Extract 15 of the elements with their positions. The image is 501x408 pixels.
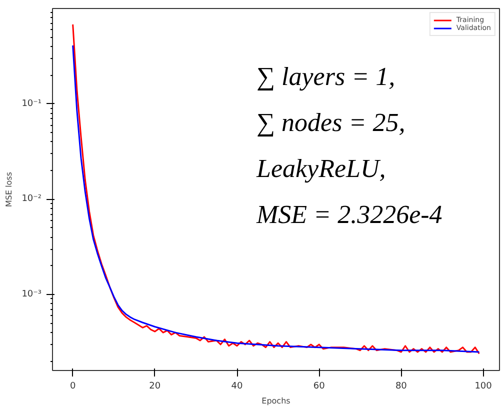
annotation: ∑ layers = 1, xyxy=(256,62,396,91)
x-tick-label: 100 xyxy=(474,382,492,392)
x-axis-title: Epochs xyxy=(262,396,290,406)
y-tick-label: 10⁻³ xyxy=(22,290,42,300)
x-tick-label: 40 xyxy=(231,382,244,392)
y-tick-label: 10⁻² xyxy=(22,194,42,204)
x-tick-label: 60 xyxy=(313,382,326,392)
x-tick-label: 80 xyxy=(395,382,408,392)
annotation: LeakyReLU, xyxy=(256,154,386,183)
annotation: MSE = 2.3226e-4 xyxy=(256,200,442,229)
x-tick-label: 0 xyxy=(70,382,76,392)
x-tick-label: 20 xyxy=(149,382,161,392)
y-axis-title: MSE loss xyxy=(4,172,14,208)
y-tick-label: 10⁻¹ xyxy=(22,98,42,109)
annotation: ∑ nodes = 25, xyxy=(256,108,406,137)
